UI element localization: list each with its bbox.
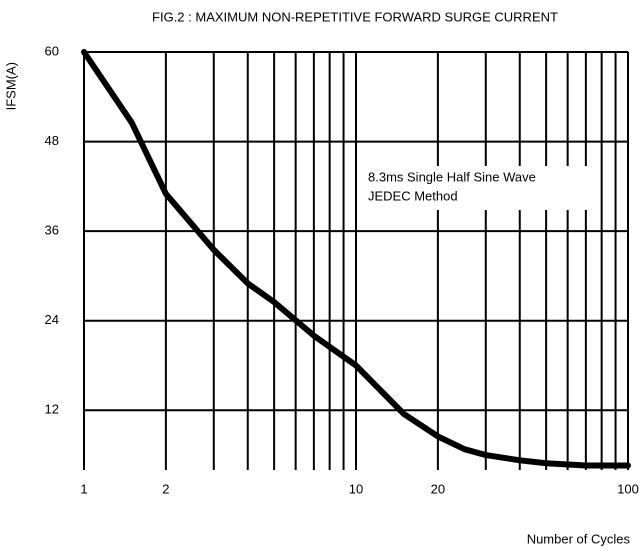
annotation: 8.3ms Single Half Sine Wave	[368, 169, 536, 184]
y-tick-label: 12	[45, 402, 59, 417]
line-series	[81, 49, 631, 469]
y-tick-label: 48	[45, 133, 59, 148]
y-tick-label: 24	[45, 312, 59, 327]
x-tick-label: 10	[349, 481, 363, 496]
y-tick-label: 60	[45, 43, 59, 58]
x-axis-label: Number of Cycles	[527, 531, 631, 546]
chart-title: FIG.2 : MAXIMUM NON-REPETITIVE FORWARD S…	[152, 9, 558, 24]
x-tick-label: 20	[431, 481, 445, 496]
annotation: JEDEC Method	[368, 188, 458, 203]
annotation-background	[365, 166, 597, 210]
y-axis-label: IFSM(A)	[3, 62, 18, 110]
y-tick-label: 36	[45, 223, 59, 238]
x-tick-label: 1	[80, 481, 87, 496]
x-tick-label: 2	[162, 481, 169, 496]
x-tick-label: 100	[617, 481, 639, 496]
